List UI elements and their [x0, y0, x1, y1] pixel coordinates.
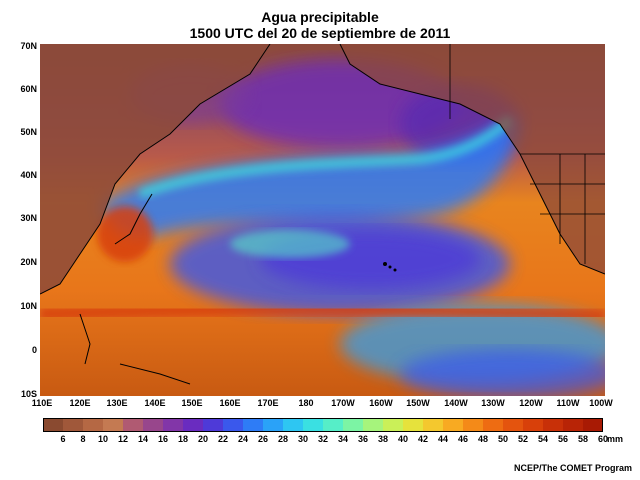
colorbar-swatch — [543, 418, 564, 432]
colorbar-tick: 36 — [357, 434, 369, 444]
lon-label: 180 — [298, 398, 314, 408]
colorbar-swatch — [63, 418, 84, 432]
colorbar-tick: 58 — [577, 434, 589, 444]
colorbar-swatch — [263, 418, 284, 432]
lon-label: 150E — [181, 398, 203, 408]
colorbar-swatch — [323, 418, 344, 432]
colorbar-swatch — [403, 418, 424, 432]
colorbar-tick: 20 — [197, 434, 209, 444]
colorbar-swatch — [143, 418, 164, 432]
colorbar-swatch — [563, 418, 584, 432]
colorbar-tick: 44 — [437, 434, 449, 444]
lon-label: 120W — [519, 398, 543, 408]
map-subtitle: 1500 UTC del 20 de septiembre de 2011 — [189, 25, 451, 41]
colorbar-tick: 8 — [80, 434, 86, 444]
lat-label: 0 — [31, 345, 37, 355]
colorbar-swatch — [483, 418, 504, 432]
lon-label: 170W — [331, 398, 355, 408]
colorbar-swatch — [343, 418, 364, 432]
colorbar-swatch — [363, 418, 384, 432]
colorbar-tick: 22 — [217, 434, 229, 444]
colorbar-swatch — [43, 418, 64, 432]
lat-label: 70N — [20, 41, 37, 51]
colorbar — [43, 418, 603, 432]
colorbar-tick: 52 — [517, 434, 529, 444]
colorbar-tick: 60 — [597, 434, 609, 444]
colorbar-swatch — [243, 418, 264, 432]
colorbar-swatch — [203, 418, 224, 432]
colorbar-tick: 40 — [397, 434, 409, 444]
colorbar-swatch — [123, 418, 144, 432]
lon-label: 140W — [444, 398, 468, 408]
lon-label: 130W — [481, 398, 505, 408]
lat-label: 10N — [20, 301, 37, 311]
colorbar-tick: 50 — [497, 434, 509, 444]
colorbar-tick: 6 — [60, 434, 66, 444]
colorbar-tick: 28 — [277, 434, 289, 444]
colorbar-tick: 18 — [177, 434, 189, 444]
colorbar-tick: 26 — [257, 434, 269, 444]
colorbar-swatch — [183, 418, 204, 432]
colorbar-tick: 32 — [317, 434, 329, 444]
colorbar-swatch — [103, 418, 124, 432]
lon-label: 150W — [406, 398, 430, 408]
lon-label: 170E — [257, 398, 279, 408]
colorbar-swatch — [303, 418, 324, 432]
colorbar-tick: 48 — [477, 434, 489, 444]
colorbar-tick: 10 — [97, 434, 109, 444]
lat-label: 20N — [20, 257, 37, 267]
colorbar-tick: 34 — [337, 434, 349, 444]
colorbar-tick: 46 — [457, 434, 469, 444]
colorbar-tick: 42 — [417, 434, 429, 444]
lon-label: 110E — [31, 398, 53, 408]
colorbar-tick: 16 — [157, 434, 169, 444]
credit-text: NCEP/The COMET Program — [513, 463, 632, 473]
lon-label: 160E — [219, 398, 241, 408]
lat-label: 30N — [20, 213, 37, 223]
colorbar-swatch — [83, 418, 104, 432]
colorbar-swatch — [423, 418, 444, 432]
lon-label: 140E — [144, 398, 166, 408]
colorbar-swatch — [283, 418, 304, 432]
lon-label: 100W — [589, 398, 613, 408]
lon-label: 130E — [106, 398, 128, 408]
precipitable-water-map — [40, 44, 605, 396]
colorbar-swatch — [523, 418, 544, 432]
lat-label: 50N — [20, 127, 37, 137]
lat-label: 40N — [20, 170, 37, 180]
colorbar-tick: 30 — [297, 434, 309, 444]
colorbar-swatch — [583, 418, 603, 432]
colorbar-tick: 12 — [117, 434, 129, 444]
colorbar-tick: 14 — [137, 434, 149, 444]
colorbar-swatch — [223, 418, 244, 432]
colorbar-swatch — [383, 418, 404, 432]
lat-label: 10S — [20, 389, 37, 399]
colorbar-tick: 38 — [377, 434, 389, 444]
colorbar-swatch — [503, 418, 524, 432]
colorbar-border — [43, 418, 603, 432]
lat-label: 60N — [20, 84, 37, 94]
colorbar-swatch — [163, 418, 184, 432]
colorbar-swatch — [463, 418, 484, 432]
map-title: Agua precipitable — [261, 9, 379, 25]
colorbar-tick: 56 — [557, 434, 569, 444]
colorbar-unit: mm — [607, 434, 624, 444]
colorbar-tick: 54 — [537, 434, 549, 444]
colorbar-swatch — [443, 418, 464, 432]
colorbar-tick: 24 — [237, 434, 249, 444]
lon-label: 160W — [369, 398, 393, 408]
lon-label: 120E — [69, 398, 91, 408]
lon-label: 110W — [556, 398, 580, 408]
